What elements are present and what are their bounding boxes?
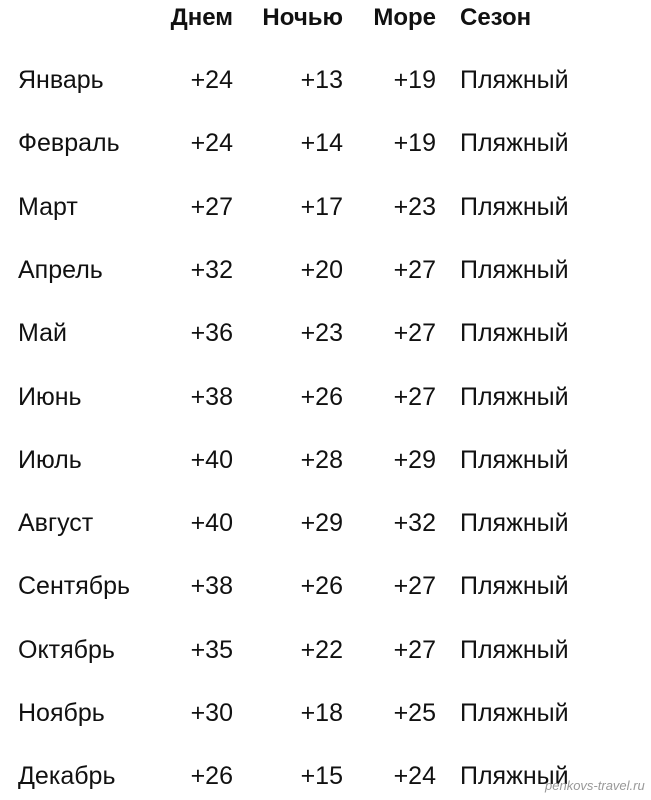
table-row: Сентябрь +38 +26 +27 Пляжный <box>0 566 651 606</box>
cell-night: +26 <box>300 382 343 411</box>
cell-day: +38 <box>190 572 233 601</box>
cell-night: +15 <box>300 762 343 791</box>
cell-day: +36 <box>190 319 233 348</box>
cell-day: +40 <box>190 509 233 538</box>
table-row: Июль +40 +28 +29 Пляжный <box>0 440 651 480</box>
cell-month: Апрель <box>18 255 103 284</box>
cell-night: +14 <box>300 129 343 158</box>
cell-month: Август <box>18 509 94 538</box>
table-row: Ноябрь +30 +18 +25 Пляжный <box>0 693 651 733</box>
cell-season: Пляжный <box>460 66 569 94</box>
cell-sea: +27 <box>393 255 436 284</box>
cell-sea: +27 <box>393 319 436 348</box>
cell-season: Пляжный <box>460 192 569 221</box>
cell-day: +30 <box>190 699 233 727</box>
table-row: Август +40 +29 +32 Пляжный <box>0 503 651 543</box>
cell-month: Март <box>18 192 78 221</box>
header-day: Днем <box>170 4 233 31</box>
cell-sea: +19 <box>393 66 436 94</box>
cell-night: +29 <box>300 509 343 538</box>
cell-season: Пляжный <box>460 129 569 158</box>
cell-sea: +25 <box>393 699 436 727</box>
cell-sea: +19 <box>393 129 436 158</box>
cell-month: Июнь <box>18 382 82 411</box>
cell-day: +40 <box>190 445 233 474</box>
cell-day: +24 <box>190 66 233 94</box>
table-row: Июнь +38 +26 +27 Пляжный <box>0 377 651 417</box>
cell-day: +35 <box>190 635 233 664</box>
table-header: Днем Ночью Море Сезон <box>0 0 651 38</box>
cell-day: +26 <box>190 762 233 791</box>
cell-month: Ноябрь <box>18 699 105 727</box>
cell-sea: +23 <box>393 192 436 221</box>
cell-night: +23 <box>300 319 343 348</box>
cell-night: +17 <box>300 192 343 221</box>
cell-night: +26 <box>300 572 343 601</box>
watermark: penkovs-travel.ru <box>545 778 645 793</box>
cell-night: +28 <box>300 445 343 474</box>
cell-season: Пляжный <box>460 699 569 727</box>
cell-day: +38 <box>190 382 233 411</box>
cell-season: Пляжный <box>460 382 569 411</box>
cell-day: +32 <box>190 255 233 284</box>
table-row: Март +27 +17 +23 Пляжный <box>0 187 651 227</box>
cell-month: Май <box>18 319 67 348</box>
cell-month: Январь <box>18 66 104 94</box>
header-season: Сезон <box>460 4 532 31</box>
cell-month: Сентябрь <box>18 572 130 601</box>
cell-sea: +27 <box>393 635 436 664</box>
cell-sea: +29 <box>393 445 436 474</box>
table-row: Май +36 +23 +27 Пляжный <box>0 313 651 353</box>
cell-season: Пляжный <box>460 255 569 284</box>
cell-night: +22 <box>300 635 343 664</box>
cell-night: +13 <box>300 66 343 94</box>
cell-month: Декабрь <box>18 762 116 791</box>
cell-night: +18 <box>300 699 343 727</box>
cell-sea: +32 <box>393 509 436 538</box>
cell-day: +24 <box>190 129 233 158</box>
cell-season: Пляжный <box>460 319 569 348</box>
cell-season: Пляжный <box>460 572 569 601</box>
cell-season: Пляжный <box>460 762 569 791</box>
cell-sea: +27 <box>393 382 436 411</box>
table-row: Декабрь +26 +15 +24 Пляжный <box>0 756 651 796</box>
cell-day: +27 <box>190 192 233 221</box>
header-sea: Море <box>373 4 436 31</box>
table-row: Апрель +32 +20 +27 Пляжный <box>0 250 651 290</box>
table-row: Февраль +24 +14 +19 Пляжный <box>0 123 651 163</box>
cell-season: Пляжный <box>460 445 569 474</box>
cell-month: Февраль <box>18 129 120 158</box>
cell-season: Пляжный <box>460 509 569 538</box>
cell-sea: +24 <box>393 762 436 791</box>
table-row: Октябрь +35 +22 +27 Пляжный <box>0 630 651 670</box>
cell-month: Июль <box>18 445 82 474</box>
header-night: Ночью <box>262 4 343 31</box>
cell-night: +20 <box>300 255 343 284</box>
cell-season: Пляжный <box>460 635 569 664</box>
cell-sea: +27 <box>393 572 436 601</box>
cell-month: Октябрь <box>18 635 115 664</box>
table-row: Январь +24 +13 +19 Пляжный <box>0 60 651 100</box>
